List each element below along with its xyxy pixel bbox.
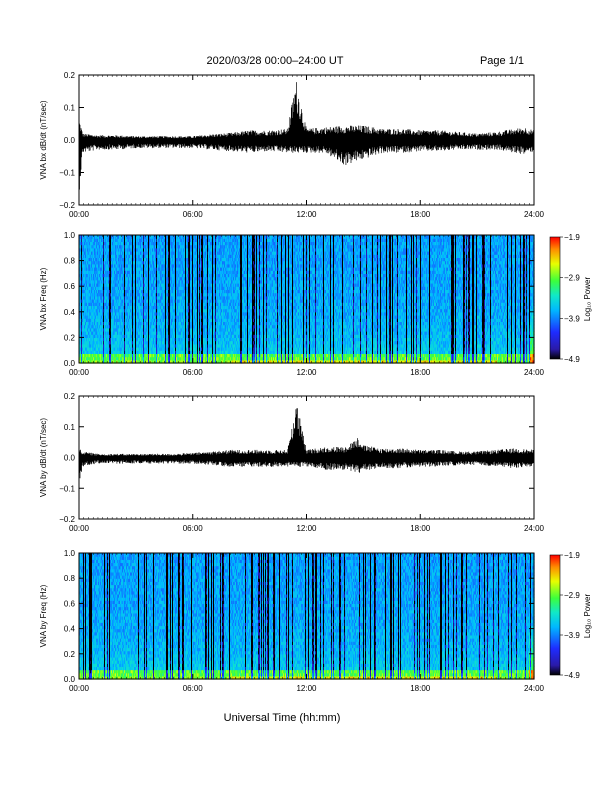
- x-tick-label: 12:00: [296, 210, 317, 219]
- y-tick-label: 0.1: [64, 104, 76, 113]
- trace-series: [79, 82, 534, 189]
- page-number: Page 1/1: [480, 55, 524, 67]
- y-axis-title: VNA bx dB/dt (nT/sec): [39, 100, 48, 179]
- figure: 2020/03/28 00:00–24:00 UT Page 1/1 00:00…: [0, 0, 612, 792]
- x-tick-label: 06:00: [183, 210, 204, 219]
- x-tick-label: 18:00: [410, 210, 431, 219]
- y-tick-label: −0.2: [59, 201, 75, 210]
- y-tick-label: 0.0: [64, 136, 76, 145]
- chart-panel: 00:00 06:00 12:00 18:00 24:00 0.2 0.1 0.0 −0.1 −0…: [39, 71, 545, 219]
- trace-line: [79, 82, 534, 189]
- y-tick-label: −0.1: [59, 169, 75, 178]
- x-tick-label: 00:00: [69, 210, 90, 219]
- x-tick-label: 24:00: [524, 210, 545, 219]
- page-title: 2020/03/28 00:00–24:00 UT: [206, 55, 343, 67]
- y-tick-label: 0.2: [64, 71, 76, 80]
- spectrogram-cells: [79, 235, 535, 364]
